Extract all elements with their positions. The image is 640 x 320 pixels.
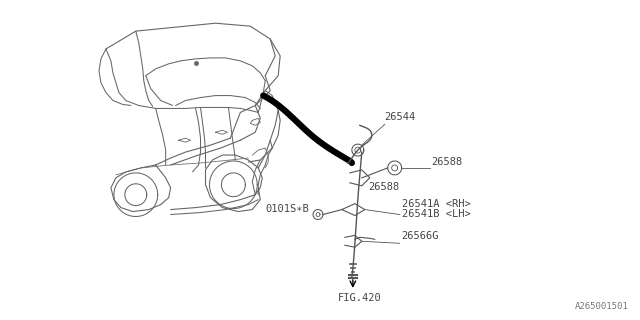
Text: 26566G: 26566G: [402, 231, 439, 241]
Text: FIG.420: FIG.420: [338, 293, 381, 303]
Text: 0101S∗B: 0101S∗B: [265, 204, 309, 213]
Text: 26541B <LH>: 26541B <LH>: [402, 210, 470, 220]
Text: 26541A <RH>: 26541A <RH>: [402, 199, 470, 209]
Text: 26588: 26588: [431, 157, 463, 167]
Text: 26588: 26588: [368, 182, 399, 192]
Text: A265001501: A265001501: [575, 302, 628, 311]
Text: 26544: 26544: [385, 112, 416, 122]
